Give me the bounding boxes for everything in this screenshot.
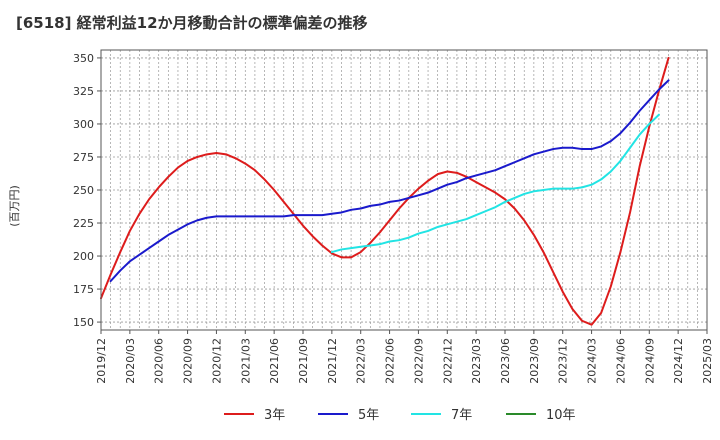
x-tick-label: 2021/06 [268, 338, 281, 384]
y-tick-label: 350 [73, 52, 94, 65]
x-tick-label: 2021/03 [239, 338, 252, 384]
x-tick-label: 2020/03 [124, 338, 137, 384]
x-tick-label: 2022/06 [384, 338, 397, 384]
x-tick-label: 2021/09 [297, 338, 310, 384]
series-line-3年 [100, 56, 670, 326]
legend-item-3年: 3年 [224, 408, 285, 423]
series-line-7年 [330, 113, 660, 254]
legend-label: 10年 [546, 408, 576, 423]
x-tick-label: 2024/09 [643, 338, 656, 384]
x-tick-label: 2024/12 [672, 338, 685, 384]
y-tick-label: 325 [73, 85, 94, 98]
x-tick-label: 2019/12 [95, 338, 108, 384]
series-line-5年 [109, 79, 670, 283]
plot-frame [100, 49, 708, 331]
x-tick-label: 2020/12 [210, 338, 223, 384]
y-tick-label: 300 [73, 118, 94, 131]
y-tick-label: 175 [73, 283, 94, 296]
x-tick-label: 2024/03 [586, 338, 599, 384]
x-tick-label: 2023/03 [470, 338, 483, 384]
x-tick-label: 2024/06 [614, 338, 627, 384]
x-tick-label: 2020/06 [153, 338, 166, 384]
y-axis-ticks: 150 175 200 225 250 275 300 325 350 [73, 52, 101, 329]
y-tick-label: 200 [73, 250, 94, 263]
y-tick-label: 250 [73, 184, 94, 197]
x-tick-label: 2023/12 [557, 338, 570, 384]
x-tick-label: 2022/12 [441, 338, 454, 384]
legend-label: 5年 [358, 408, 379, 423]
x-axis-ticks: 2019/12 2020/03 2020/06 2020/09 2020/12 2021/… [95, 330, 714, 384]
x-tick-label: 2022/03 [355, 338, 368, 384]
x-tick-label: 2023/06 [499, 338, 512, 384]
y-tick-label: 150 [73, 316, 94, 329]
legend-item-5年: 5年 [318, 408, 379, 423]
series-lines [100, 56, 670, 326]
grid-lines [101, 50, 707, 330]
y-tick-label: 225 [73, 217, 94, 230]
x-tick-label: 2021/12 [326, 338, 339, 384]
legend-item-10年: 10年 [506, 408, 576, 423]
x-tick-label: 2025/03 [701, 338, 714, 384]
x-tick-label: 2023/09 [528, 338, 541, 384]
legend-item-7年: 7年 [411, 408, 472, 423]
legend-label: 3年 [264, 408, 285, 423]
y-axis-label: (百万円) [8, 185, 21, 227]
x-tick-label: 2022/09 [412, 338, 425, 384]
chart-title: [6518] 経常利益12か月移動合計の標準偏差の推移 [16, 14, 368, 32]
legend-label: 7年 [451, 408, 472, 423]
x-tick-label: 2020/09 [182, 338, 195, 384]
legend: 3年 5年 7年 10年 [224, 408, 576, 423]
y-tick-label: 275 [73, 151, 94, 164]
